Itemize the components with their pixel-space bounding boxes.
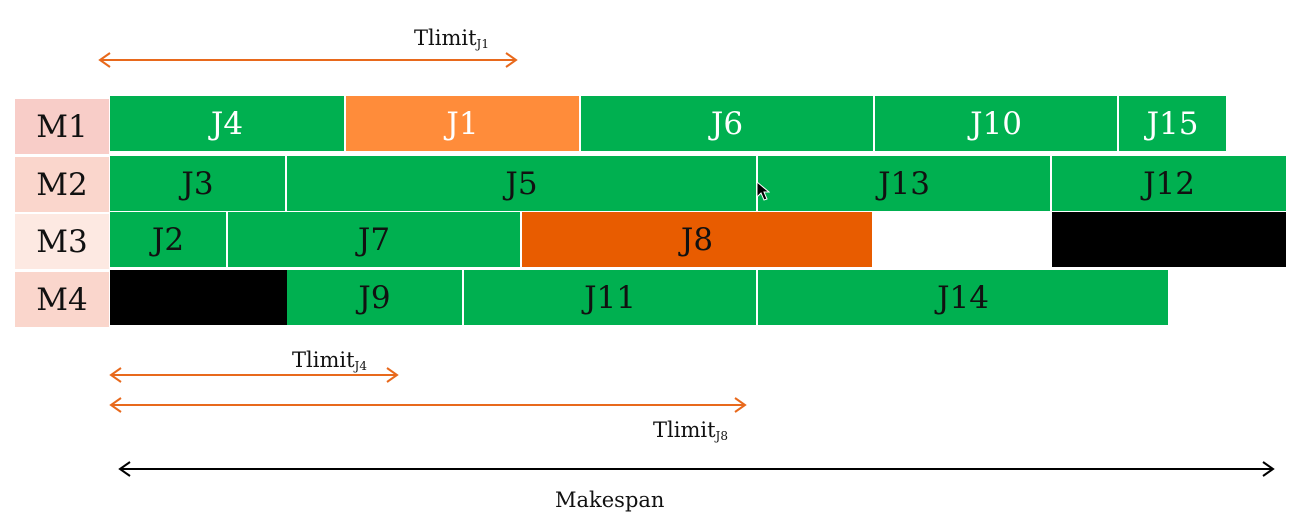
job-block-j1: J1: [346, 96, 581, 151]
job-block-j6: J6: [581, 96, 875, 151]
job-block-j14: J14: [758, 270, 1168, 325]
machine-label-m4: M4: [15, 272, 109, 327]
blocked-block-m4: [110, 270, 287, 325]
job-block-j15: J15: [1119, 96, 1226, 151]
job-block-j11: J11: [464, 270, 758, 325]
job-block-j13: J13: [758, 156, 1052, 211]
mouse-cursor-icon: [756, 181, 770, 201]
job-block-j5: J5: [287, 156, 758, 211]
tlimit-j8-arrow: [109, 397, 747, 413]
job-block-j2: J2: [110, 212, 228, 267]
tlimit-j4-text: Tlimit: [292, 348, 355, 372]
job-block-j7: J7: [228, 212, 522, 267]
machine-label-m1: M1: [15, 99, 109, 154]
tlimit-j4-arrow: [109, 367, 399, 383]
makespan-arrow: [118, 461, 1275, 477]
job-block-j9: J9: [287, 270, 464, 325]
job-block-j8: J8: [522, 212, 874, 267]
machine-label-m2: M2: [15, 157, 109, 212]
tlimit-j1-label: TlimitJ1: [414, 26, 489, 51]
tlimit-j1-text: Tlimit: [414, 26, 477, 50]
tlimit-j1-arrow: [98, 52, 518, 68]
tlimit-j4-label: TlimitJ4: [292, 348, 367, 373]
tlimit-j8-text: Tlimit: [653, 418, 716, 442]
tlimit-j8-sub: J8: [715, 429, 728, 443]
tlimit-j1-sub: J1: [476, 37, 489, 51]
job-block-j3: J3: [110, 156, 287, 211]
job-block-j4: J4: [110, 96, 346, 151]
job-block-j12: J12: [1052, 156, 1286, 211]
makespan-label: Makespan: [555, 488, 665, 512]
tlimit-j8-label: TlimitJ8: [653, 418, 728, 443]
job-block-j10: J10: [875, 96, 1119, 151]
tlimit-j4-sub: J4: [354, 359, 367, 373]
machine-label-m3: M3: [15, 214, 109, 269]
idle-gap: [874, 212, 1052, 267]
blocked-block-m3: [1052, 212, 1286, 267]
